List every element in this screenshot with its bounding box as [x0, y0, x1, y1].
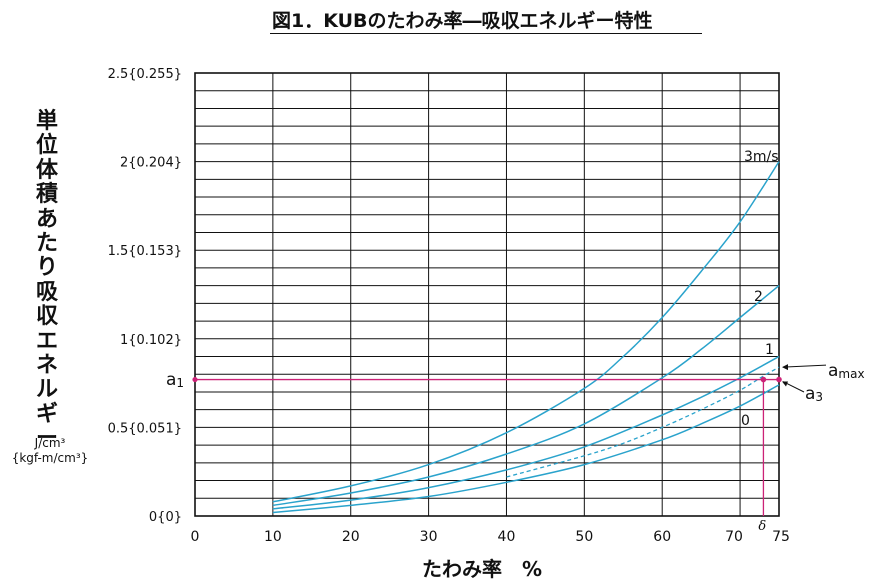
x-tick-label: 75 [772, 529, 790, 545]
x-tick-label: 60 [653, 529, 671, 545]
delta-label: δ [758, 519, 766, 534]
a3-label: a3 [805, 384, 823, 404]
y-unit-line2: {kgf-m/cm³} [11, 451, 89, 465]
series-line-3 [272, 384, 780, 514]
a3-arrowhead [782, 381, 788, 387]
amax-pointer [782, 364, 827, 368]
x-tick-label: 70 [725, 529, 743, 545]
series-line-0 [272, 161, 780, 503]
series-label-0: 3m/s [744, 149, 779, 165]
a3-dot [776, 376, 782, 383]
series-label-1: 2 [754, 289, 763, 305]
markers [192, 364, 827, 516]
amax-arrowhead [782, 364, 788, 371]
series-line-1 [272, 285, 780, 507]
y-axis-label: 単位体積あたり吸収エネルギー [35, 109, 58, 452]
y-axis-unit: J/cm³ {kgf-m/cm³} [0, 436, 100, 466]
a1-dot-left [192, 376, 198, 383]
y-tick-label: 0{0} [149, 510, 182, 525]
x-tick-label: 20 [342, 529, 360, 545]
dashed-curve [506, 366, 780, 478]
y-tick-label: 2.5{0.255} [108, 67, 182, 82]
grid [194, 72, 780, 517]
a1-label: a1 [166, 370, 184, 390]
amax-label: amax [828, 361, 865, 381]
x-tick-label: 0 [191, 529, 200, 545]
curves [272, 161, 780, 514]
x-tick-label: 10 [264, 529, 282, 545]
title-underline [270, 33, 702, 34]
y-tick-label: 0.5{0.051} [108, 421, 182, 436]
y-tick-label: 2{0.204} [120, 156, 182, 171]
series-line-2 [272, 355, 780, 510]
x-tick-label: 50 [575, 529, 593, 545]
x-tick-label: 30 [420, 529, 438, 545]
y-tick-label: 1{0.102} [120, 333, 182, 348]
x-axis-label: たわみ率 % [422, 557, 543, 581]
y-tick-label: 1.5{0.153} [108, 244, 182, 259]
x-tick-label: 40 [498, 529, 516, 545]
series-label-3: 0 [741, 413, 750, 429]
plot-frame [194, 72, 780, 517]
delta-dot [760, 376, 767, 383]
y-unit-line1: J/cm³ [34, 436, 66, 450]
series-label-2: 1 [765, 342, 774, 358]
chart-title: 図1．KUBのたわみ率―吸収エネルギー特性 [272, 10, 653, 32]
